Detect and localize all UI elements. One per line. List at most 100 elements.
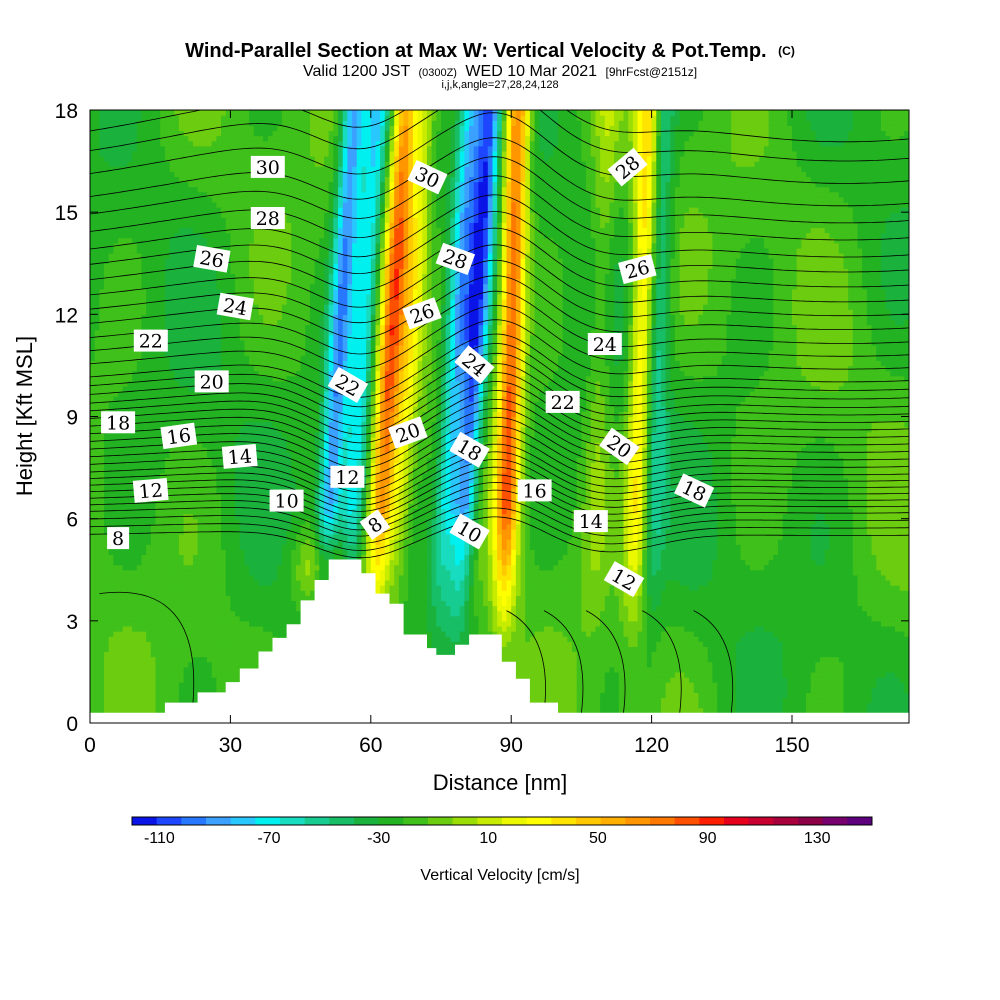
field-cell — [150, 176, 157, 183]
field-cell — [202, 442, 208, 448]
field-cell — [146, 687, 152, 693]
field-cell — [249, 482, 255, 489]
field-cell — [99, 385, 105, 392]
field-cell — [141, 370, 147, 377]
field-cell — [178, 411, 185, 418]
field-cell — [150, 431, 157, 438]
field-cell — [90, 120, 96, 126]
field-cell — [267, 401, 274, 407]
field-cell — [174, 227, 180, 234]
field-cell — [216, 442, 222, 448]
field-cell — [207, 442, 213, 448]
field-cell — [253, 585, 260, 591]
field-cell — [258, 258, 264, 264]
field-cell — [178, 385, 185, 392]
field-cell — [132, 201, 138, 208]
field-cell — [267, 191, 274, 198]
field-cell — [192, 488, 199, 494]
field-cell — [183, 334, 189, 341]
field-cell — [239, 411, 246, 418]
field-cell — [164, 636, 171, 642]
field-cell — [160, 227, 166, 234]
field-cell — [202, 467, 208, 474]
field-cell — [127, 191, 133, 198]
field-cell — [183, 207, 189, 213]
field-cell — [118, 283, 124, 290]
field-cell — [141, 518, 147, 525]
field-cell — [104, 452, 110, 458]
field-cell — [263, 191, 269, 198]
field-cell — [113, 186, 119, 193]
field-cell — [249, 227, 255, 234]
field-cell — [230, 166, 236, 172]
field-cell — [169, 273, 175, 280]
field-cell — [90, 554, 96, 561]
field-cell — [192, 227, 199, 234]
field-cell — [230, 620, 236, 627]
field-cell — [146, 692, 152, 699]
field-cell — [155, 242, 161, 249]
field-cell — [221, 150, 227, 157]
field-cell — [207, 416, 213, 423]
field-cell — [253, 365, 260, 372]
field-cell — [272, 421, 278, 428]
field-cell — [127, 217, 133, 223]
field-cell — [99, 268, 105, 275]
field-cell — [132, 462, 138, 469]
field-cell — [183, 595, 189, 601]
field-cell — [239, 539, 246, 545]
field-cell — [136, 278, 143, 285]
field-cell — [221, 549, 227, 556]
field-cell — [272, 186, 278, 193]
field-cell — [239, 273, 246, 280]
field-cell — [132, 309, 138, 315]
field-cell — [122, 253, 129, 259]
field-cell — [225, 549, 231, 556]
field-cell — [132, 406, 138, 412]
field-cell — [178, 125, 185, 132]
field-cell — [141, 166, 147, 172]
field-cell — [127, 201, 133, 208]
field-cell — [160, 677, 166, 683]
field-cell — [90, 442, 96, 448]
field-cell — [253, 421, 260, 428]
field-cell — [146, 375, 152, 382]
field-cell — [174, 590, 180, 596]
field-cell — [183, 263, 189, 269]
field-cell — [267, 605, 274, 612]
field-cell — [160, 457, 166, 464]
field-cell — [183, 406, 189, 412]
field-cell — [253, 360, 260, 367]
field-cell — [136, 319, 143, 326]
field-cell — [221, 319, 227, 326]
field-cell — [221, 482, 227, 489]
field-cell — [122, 477, 129, 484]
field-cell — [141, 212, 147, 218]
field-cell — [230, 283, 236, 290]
field-cell — [244, 620, 250, 627]
field-cell — [207, 339, 213, 346]
field-cell — [249, 615, 255, 622]
field-cell — [132, 677, 138, 683]
field-cell — [127, 457, 133, 464]
field-cell — [272, 600, 278, 607]
field-cell — [104, 273, 110, 280]
field-cell — [155, 196, 161, 203]
field-cell — [169, 447, 175, 453]
field-cell — [122, 375, 129, 382]
field-cell — [141, 457, 147, 464]
field-cell — [244, 217, 250, 223]
field-cell — [281, 549, 288, 556]
field-cell — [90, 293, 96, 300]
field-cell — [155, 625, 161, 632]
field-cell — [169, 682, 175, 688]
field-cell — [249, 242, 255, 249]
field-cell — [216, 641, 222, 647]
field-cell — [197, 646, 203, 653]
field-cell — [146, 130, 152, 137]
field-cell — [197, 115, 203, 121]
field-cell — [277, 350, 283, 356]
field-cell — [164, 549, 171, 556]
field-cell — [249, 355, 255, 361]
field-cell — [146, 641, 152, 647]
